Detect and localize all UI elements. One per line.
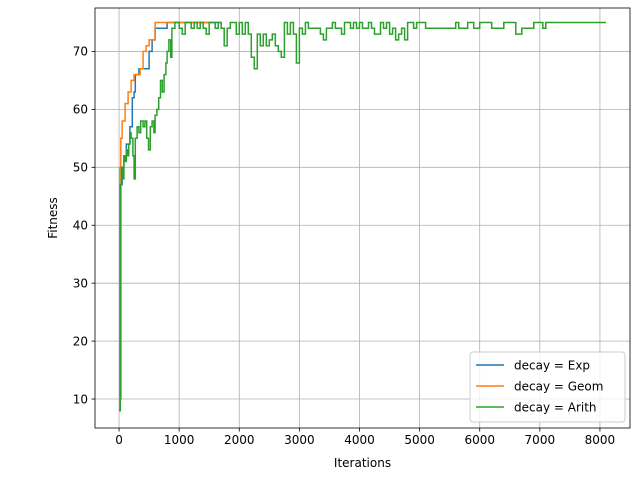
x-tick-label: 4000: [344, 433, 375, 447]
legend-box: [469, 351, 626, 423]
x-tick-label: 5000: [404, 433, 435, 447]
y-tick-label: 10: [73, 392, 88, 406]
y-axis-label: Fitness: [46, 197, 60, 239]
y-tick-label: 50: [73, 161, 88, 175]
x-tick-label: 8000: [585, 433, 616, 447]
y-tick-label: 60: [73, 103, 88, 117]
y-tick-label: 20: [73, 334, 88, 348]
x-tick-label: 2000: [224, 433, 255, 447]
legend-label: decay = Geom: [514, 379, 603, 393]
series-line-2: [119, 21, 606, 412]
y-tick-label: 40: [73, 219, 88, 233]
legend-label: decay = Exp: [514, 358, 590, 372]
legend: decay = Exp decay = Geom decay = Arith: [469, 351, 626, 423]
x-tick-label: 3000: [284, 433, 315, 447]
x-axis-ticks: 0 1000 2000 3000 4000 5000 6000 7000 8000: [115, 428, 615, 447]
y-axis-ticks: 10 20 30 40 50 60 70: [73, 45, 95, 406]
y-tick-label: 70: [73, 45, 88, 59]
series-lines: [119, 21, 606, 412]
x-tick-label: 6000: [464, 433, 495, 447]
x-tick-label: 0: [115, 433, 123, 447]
series-line-1: [119, 21, 216, 412]
grid-lines: [95, 8, 630, 428]
y-tick-label: 30: [73, 276, 88, 290]
plot-frame: [94, 7, 631, 429]
x-tick-label: 7000: [525, 433, 556, 447]
legend-label: decay = Arith: [514, 400, 597, 414]
x-axis-label: Iterations: [334, 456, 391, 470]
x-tick-label: 1000: [164, 433, 195, 447]
